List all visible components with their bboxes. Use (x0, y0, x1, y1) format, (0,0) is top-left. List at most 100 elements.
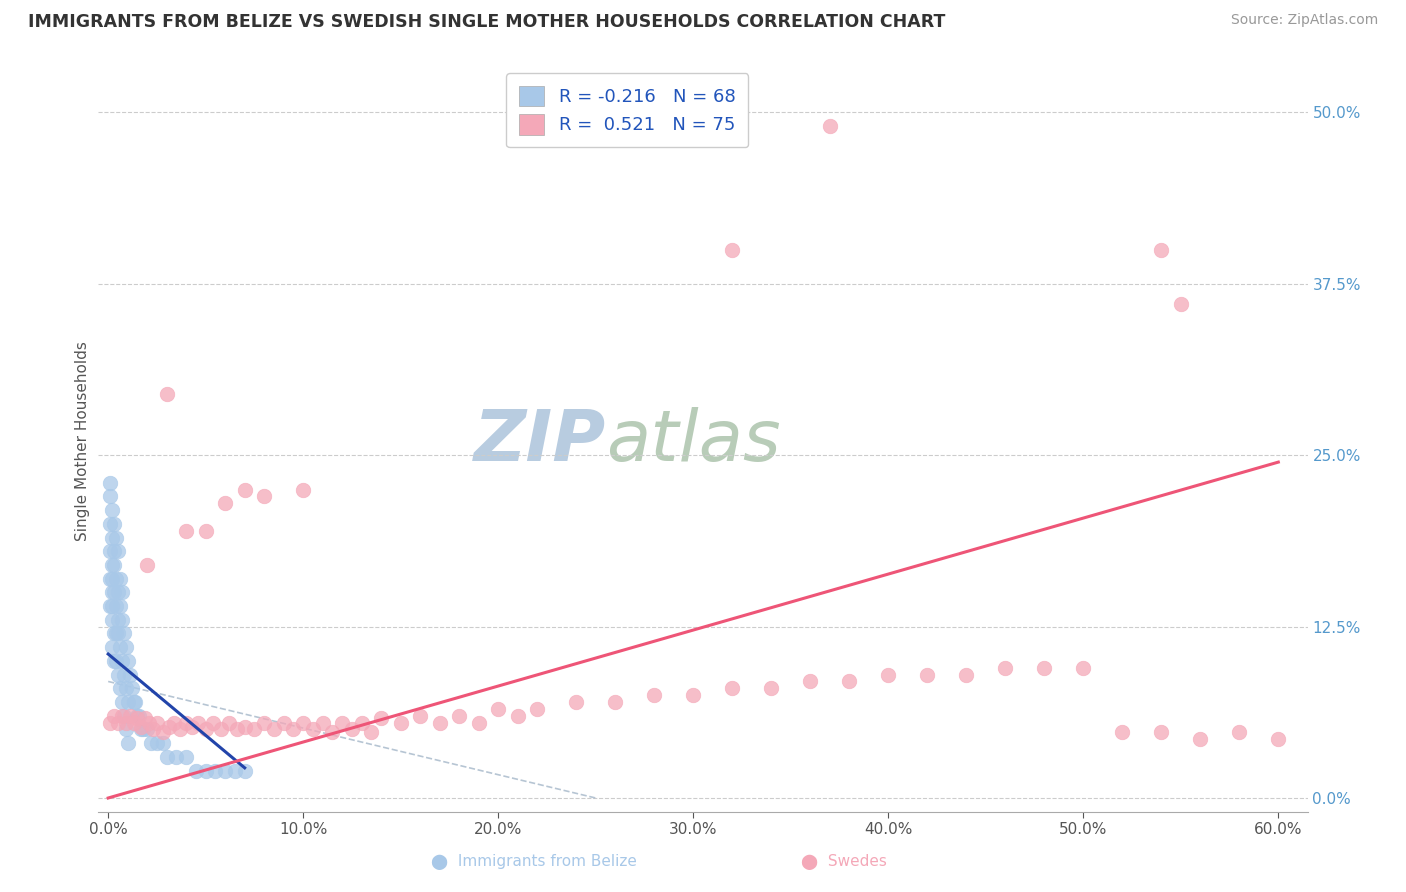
Point (107, 715, 129, 730)
Point (107, 544, 129, 558)
Point (112, 708, 135, 723)
Point (1267, 732, 1289, 747)
Point (146, 715, 169, 730)
Point (526, 702, 548, 716)
Point (136, 723, 159, 737)
Point (273, 715, 295, 730)
Point (682, 688, 704, 702)
Point (111, 585, 134, 599)
Point (202, 715, 225, 730)
Point (605, 695, 627, 709)
Point (233, 720, 256, 734)
Point (108, 599, 131, 613)
Point (312, 715, 335, 730)
Point (156, 386, 179, 401)
Point (330, 715, 353, 730)
Point (1170, 297, 1192, 311)
Point (370, 711, 392, 725)
Text: ZIP: ZIP (474, 407, 606, 476)
Point (138, 715, 160, 730)
Point (112, 626, 135, 640)
Point (1227, 725, 1250, 739)
Point (101, 558, 124, 572)
Point (157, 720, 180, 734)
Point (104, 626, 127, 640)
Point (117, 736, 139, 750)
Point (98, 544, 121, 558)
Point (163, 715, 186, 730)
Point (112, 667, 135, 681)
Point (181, 720, 204, 734)
Point (209, 723, 232, 737)
Point (101, 613, 124, 627)
Point (139, 736, 162, 750)
Point (98, 599, 121, 613)
Point (506, 708, 529, 723)
Legend: R = -0.216   N = 68, R =  0.521   N = 75: R = -0.216 N = 68, R = 0.521 N = 75 (506, 73, 748, 147)
Point (174, 524, 197, 538)
Point (101, 640, 124, 655)
Point (103, 585, 125, 599)
Point (134, 711, 156, 725)
Point (114, 723, 136, 737)
Point (98, 475, 121, 490)
Point (107, 667, 129, 681)
Point (117, 695, 139, 709)
Point (98, 715, 121, 730)
Point (486, 702, 509, 716)
Point (1189, 732, 1212, 747)
Point (127, 711, 149, 725)
Point (101, 503, 124, 517)
Point (1150, 725, 1173, 739)
Point (104, 531, 127, 545)
Point (98, 489, 121, 503)
Point (117, 654, 139, 668)
Text: atlas: atlas (606, 407, 780, 476)
Text: ⬤  Swedes: ⬤ Swedes (800, 854, 887, 870)
Text: IMMIGRANTS FROM BELIZE VS SWEDISH SINGLE MOTHER HOUSEHOLDS CORRELATION CHART: IMMIGRANTS FROM BELIZE VS SWEDISH SINGLE… (28, 13, 945, 31)
Point (101, 572, 124, 586)
Point (127, 708, 149, 723)
Point (114, 715, 136, 730)
Point (165, 750, 187, 764)
Point (225, 723, 247, 737)
Text: ⬤  Immigrants from Belize: ⬤ Immigrants from Belize (432, 854, 637, 870)
Point (565, 695, 588, 709)
Point (214, 496, 236, 510)
Point (103, 626, 125, 640)
Point (1111, 725, 1133, 739)
Point (169, 723, 191, 737)
Point (118, 667, 141, 681)
Point (131, 720, 153, 734)
Point (146, 736, 169, 750)
Point (111, 613, 134, 627)
Point (955, 667, 977, 681)
Point (152, 736, 174, 750)
Point (194, 524, 217, 538)
Point (643, 688, 665, 702)
Point (128, 708, 150, 723)
Point (111, 654, 134, 668)
Point (103, 516, 125, 531)
Point (98, 572, 121, 586)
Point (107, 585, 129, 599)
Point (174, 715, 197, 730)
Point (111, 708, 134, 723)
Point (253, 489, 276, 503)
Point (103, 544, 125, 558)
Point (103, 558, 125, 572)
Point (340, 723, 363, 737)
Point (350, 715, 373, 730)
Point (107, 613, 129, 627)
Point (142, 723, 165, 737)
Point (121, 681, 143, 696)
Point (233, 764, 256, 778)
Y-axis label: Single Mother Households: Single Mother Households (75, 342, 90, 541)
Point (292, 715, 315, 730)
Point (818, 119, 841, 133)
Point (103, 708, 125, 723)
Point (184, 764, 207, 778)
Point (132, 723, 155, 737)
Point (1033, 661, 1056, 675)
Point (174, 750, 197, 764)
